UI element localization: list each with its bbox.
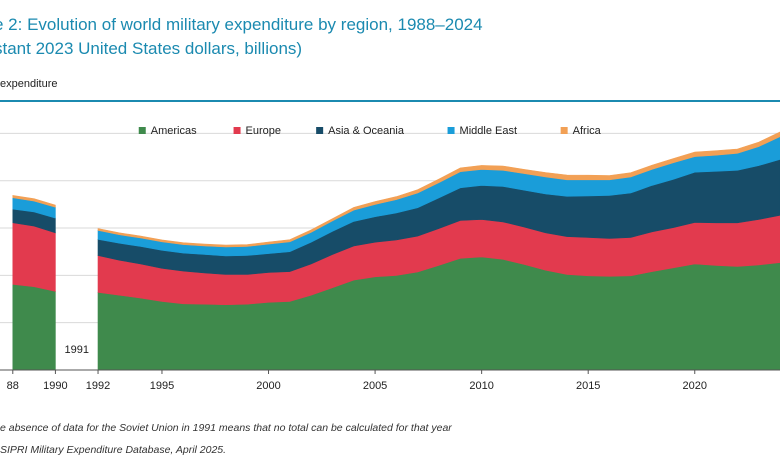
series-europe <box>12 214 780 306</box>
x-tick-label: 2015 <box>576 380 600 392</box>
gap-year-label: 1991 <box>64 344 88 356</box>
x-tick-label: 88 <box>7 380 19 392</box>
chart-subheading: expenditure <box>0 78 58 90</box>
footnote-text: e absence of data for the Soviet Union i… <box>0 422 452 434</box>
x-tick-label: 2010 <box>469 380 493 392</box>
legend-item: Americas <box>138 125 197 137</box>
chart-title-line-1: e 2: Evolution of world military expendi… <box>0 15 483 34</box>
series-africa <box>12 131 780 248</box>
legend-item: Asia & Oceania <box>316 125 405 137</box>
area-series <box>12 131 780 371</box>
legend: Americas Europe Asia & Oceania Middle East A… <box>138 125 602 137</box>
legend-swatch <box>138 127 146 134</box>
legend-swatch <box>560 127 568 134</box>
legend-label: Asia & Oceania <box>328 125 405 137</box>
legend-item: Middle East <box>447 125 517 137</box>
area-band <box>12 222 56 292</box>
legend-label: Europe <box>246 125 281 137</box>
legend-swatch <box>447 127 455 134</box>
legend-label: Africa <box>573 125 602 137</box>
legend-label: Middle East <box>460 125 517 137</box>
legend-item: Europe <box>233 125 281 137</box>
source-text: SIPRI Military Expenditure Database, Apr… <box>0 444 227 456</box>
area-band <box>97 131 780 248</box>
chart-notes: e absence of data for the Soviet Union i… <box>0 417 452 461</box>
stacked-area-chart: 1991 88 1990 1992 1995 2000 2005 2010 2015 2020 … <box>0 125 780 392</box>
chart-title-line-2: stant 2023 United States dollars, billio… <box>0 39 303 58</box>
legend-swatch <box>316 127 324 134</box>
x-tick-label: 2005 <box>363 380 387 392</box>
legend-swatch <box>233 127 241 134</box>
x-tick-label: 1990 <box>43 380 67 392</box>
x-axis: 88 1990 1992 1995 2000 2005 2010 2015 2020 <box>0 369 780 392</box>
x-tick-label: 2020 <box>683 380 707 392</box>
x-tick-label: 2000 <box>256 380 280 392</box>
x-tick-label: 1995 <box>150 380 174 392</box>
x-tick-label: 1992 <box>86 380 110 392</box>
legend-item: Africa <box>560 125 602 137</box>
legend-label: Americas <box>151 125 197 137</box>
area-band <box>12 195 56 208</box>
gap-1991: 1991 <box>64 344 88 356</box>
header-rule <box>0 100 780 102</box>
area-band <box>12 283 56 371</box>
